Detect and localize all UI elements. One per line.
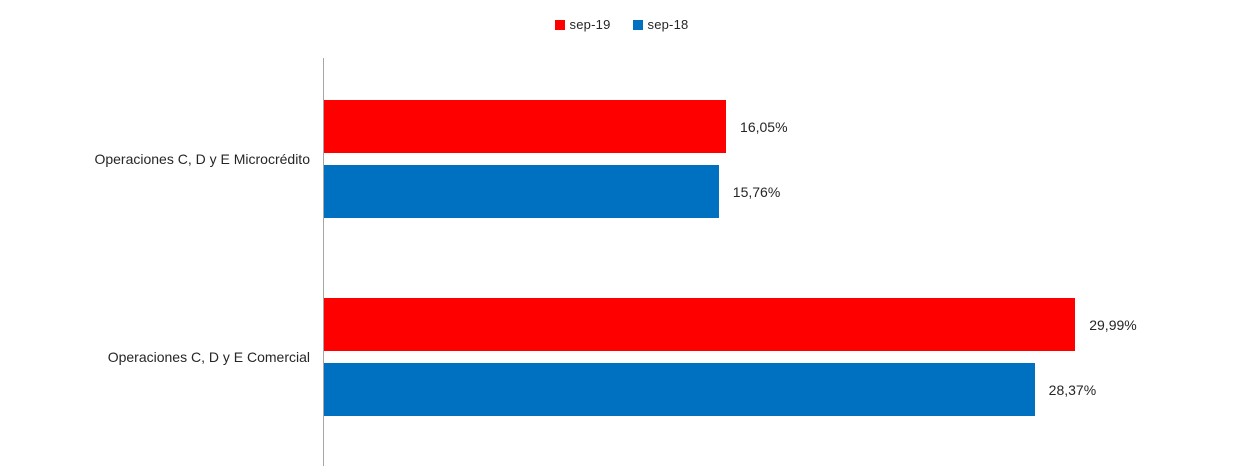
bar-value-label: 29,99% (1089, 316, 1137, 333)
legend-item-sep-19: sep-19 (554, 17, 611, 32)
chart-legend: sep-19 sep-18 (0, 17, 1243, 32)
bar-sep-19-series (324, 298, 1076, 351)
category-label: Operaciones C, D y E Comercial (107, 349, 310, 365)
y-axis-line (323, 58, 324, 466)
category-label: Operaciones C, D y E Microcrédito (94, 151, 310, 167)
bar-sep-19-series (324, 100, 727, 153)
legend-label-sep-18: sep-18 (647, 17, 689, 32)
legend-marker-sep-19-icon (554, 19, 565, 30)
legend-label-sep-19: sep-19 (569, 17, 611, 32)
bar-value-label: 28,37% (1048, 381, 1097, 398)
bar-sep-18-series (324, 165, 719, 218)
bar-value-label: 15,76% (732, 183, 781, 200)
legend-marker-sep-18-icon (632, 19, 643, 30)
legend-item-sep-18: sep-18 (632, 17, 689, 32)
bar-value-label: 16,05% (740, 118, 788, 135)
bar-sep-18-series (324, 363, 1035, 416)
